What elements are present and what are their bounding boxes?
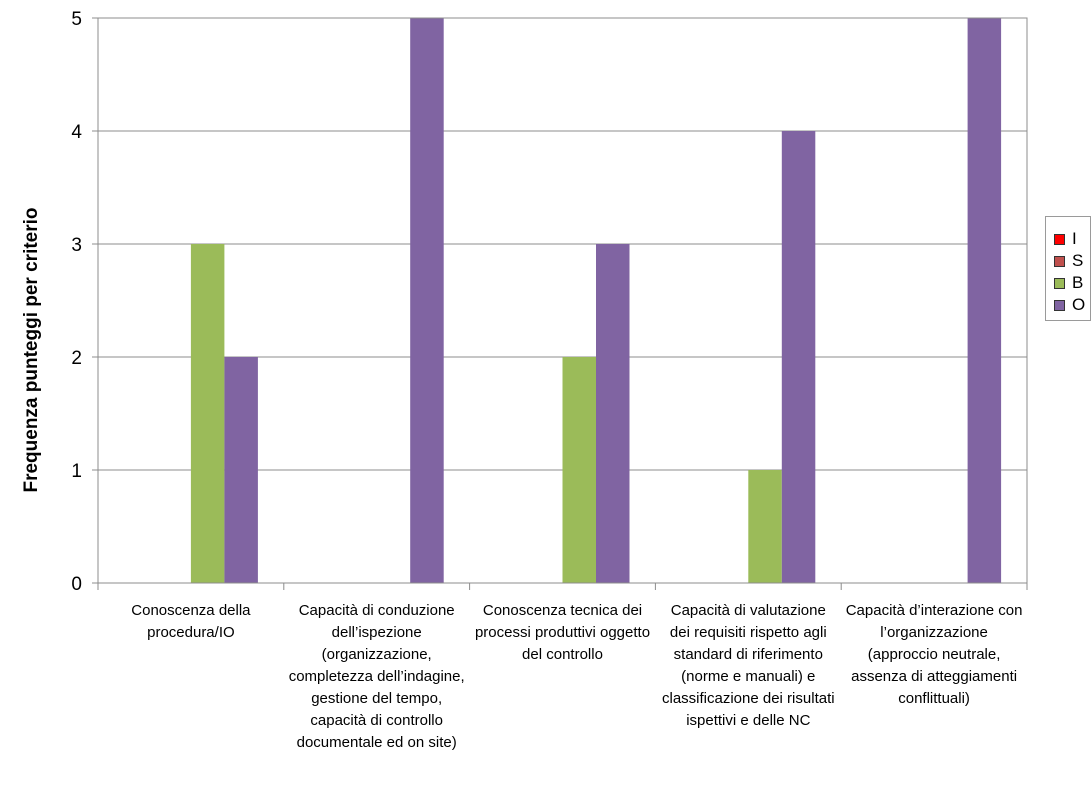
legend-swatch-o (1054, 299, 1065, 311)
y-tick-label: 0 (71, 574, 82, 595)
x-category-label: Capacità di conduzione dell’ispezione (o… (288, 602, 465, 751)
y-tick-label: 1 (71, 461, 82, 482)
legend-label-s: S (1072, 251, 1084, 270)
legend-item-i: I (1054, 228, 1077, 250)
y-tick-label: 5 (71, 9, 82, 30)
x-category-label: Conoscenza della procedura/IO (131, 602, 251, 641)
bar-b-1 (190, 244, 225, 583)
legend-item-b: B (1054, 272, 1083, 294)
legend-swatch-i (1054, 233, 1065, 245)
legend: I S B O (1045, 216, 1091, 321)
x-category-label: Capacità d’interazione con l’organizzazi… (845, 602, 1023, 707)
bar-o-1 (224, 357, 258, 583)
legend-label-i: I (1072, 229, 1077, 248)
y-axis-label: Frequenza punteggi per criterio (21, 207, 42, 492)
bar-o-4 (781, 131, 816, 583)
bar-o-2 (410, 18, 444, 583)
legend-label-o: O (1072, 295, 1086, 314)
bar-b-4 (748, 470, 782, 583)
x-category-label: Capacità di valutazione dei requisiti ri… (662, 602, 835, 729)
bar-o-3 (596, 244, 630, 583)
y-tick-label: 3 (71, 235, 82, 256)
bar-o-5 (967, 18, 1002, 583)
bars (190, 18, 1002, 583)
legend-item-s: S (1054, 250, 1083, 272)
axes (92, 17, 1028, 590)
y-tick-label: 2 (71, 348, 82, 369)
x-category-label: Conoscenza tecnica dei processi produtti… (474, 602, 651, 663)
legend-swatch-s (1054, 255, 1065, 267)
legend-item-o: O (1054, 294, 1085, 316)
legend-label-b: B (1072, 273, 1084, 292)
y-tick-label: 4 (71, 122, 82, 143)
y-tick-labels: 0 1 2 3 4 5 (71, 9, 82, 595)
bar-b-3 (562, 357, 596, 583)
legend-swatch-b (1054, 277, 1065, 289)
